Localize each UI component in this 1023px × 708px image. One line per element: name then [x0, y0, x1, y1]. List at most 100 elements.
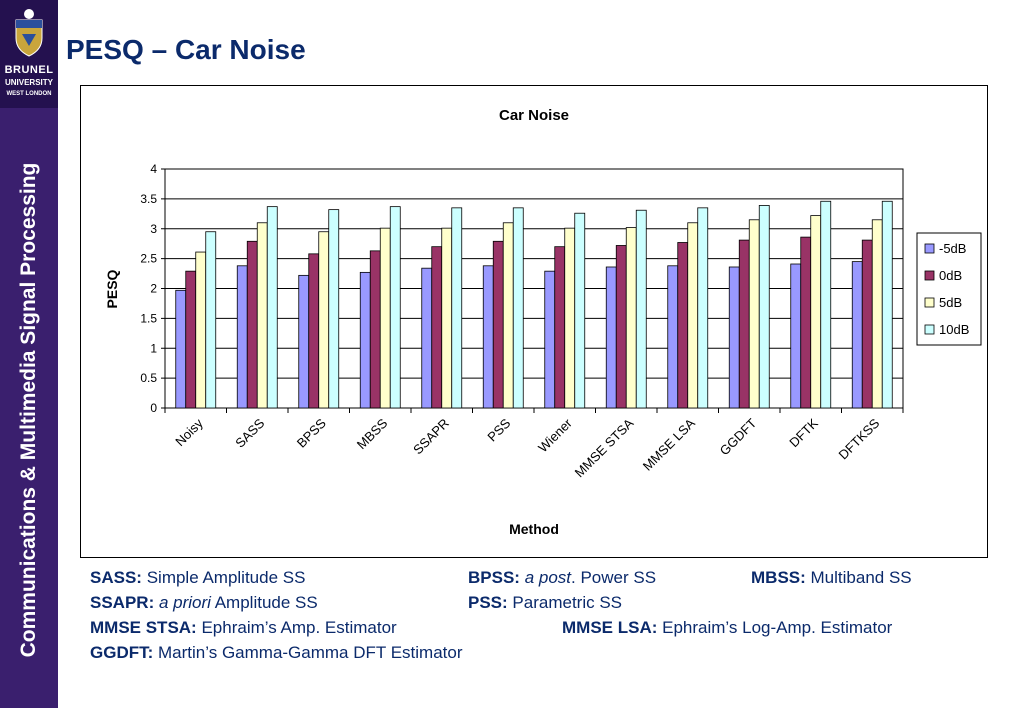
notes-row-4: GGDFT: Martin’s Gamma-Gamma DFT Estimato… — [90, 643, 1010, 668]
note-bpss-key: BPSS: — [468, 568, 520, 587]
bar — [758, 205, 770, 409]
bar — [328, 209, 340, 409]
bar — [851, 261, 863, 409]
note-ssapr-italic: a priori — [158, 593, 211, 612]
note-mmse-stsa: MMSE STSA: Ephraim’s Amp. Estimator — [90, 618, 397, 638]
y-tick-label: 2.5 — [140, 252, 157, 266]
x-tick-label: DFTK — [786, 415, 821, 450]
bar — [431, 246, 443, 409]
bar — [195, 251, 207, 409]
note-ggdft-key: GGDFT: — [90, 643, 154, 662]
note-mbss: MBSS: Multiband SS — [751, 568, 912, 588]
legend-swatch — [924, 324, 935, 335]
x-tick-label: GGDFT — [717, 415, 760, 458]
notes-row-3: MMSE STSA: Ephraim’s Amp. Estimator MMSE… — [90, 618, 1010, 643]
bar — [256, 222, 268, 409]
legend-swatch — [924, 243, 935, 254]
y-tick-label: 0.5 — [140, 371, 157, 385]
legend-label: -5dB — [939, 241, 966, 256]
note-mmse-lsa: MMSE LSA: Ephraim’s Log-Amp. Estimator — [562, 618, 892, 638]
bar — [677, 242, 689, 409]
bar — [861, 239, 873, 409]
bar — [881, 200, 893, 409]
note-pss: PSS: Parametric SS — [468, 593, 622, 613]
legend-swatch — [924, 297, 935, 308]
note-sass-value: Simple Amplitude SS — [146, 568, 306, 587]
chart-title: Car Noise — [499, 107, 569, 124]
bar — [359, 271, 371, 409]
legend-swatch — [924, 270, 935, 281]
x-tick-label: Noisy — [172, 415, 206, 449]
note-mmse-lsa-value: Ephraim’s Log-Amp. Estimator — [662, 618, 893, 637]
bar — [748, 219, 760, 409]
x-tick-label: DFTKSS — [835, 415, 882, 462]
y-tick-label: 0 — [150, 401, 157, 415]
bar — [236, 265, 248, 409]
slide-title: PESQ – Car Noise — [66, 34, 306, 65]
bar — [389, 206, 401, 409]
bar-chart: 0 0.5 1 1.5 2 2.5 3 3.5 4 Noisy SASS BPSS MBSS SSAPR P… — [104, 107, 982, 537]
bar — [800, 236, 812, 409]
bar — [318, 231, 330, 409]
y-tick-label: 2 — [150, 282, 157, 296]
bar — [574, 212, 586, 409]
x-axis-label: Method — [509, 521, 559, 537]
bar — [697, 207, 709, 409]
logo-line-3: WEST LONDON — [6, 91, 52, 97]
y-tick-label: 3.5 — [140, 192, 157, 206]
bar — [605, 266, 617, 409]
x-tick-label: MMSE STSA — [572, 415, 637, 480]
note-mmse-stsa-value: Ephraim’s Amp. Estimator — [201, 618, 397, 637]
note-sass: SASS: Simple Amplitude SS — [90, 568, 305, 588]
bar — [820, 200, 832, 409]
bar — [738, 239, 750, 409]
university-logo: BRUNEL UNIVERSITY WEST LONDON — [0, 0, 58, 108]
bar — [451, 207, 463, 409]
bar — [369, 250, 381, 409]
x-tick-label: SSAPR — [410, 416, 452, 458]
bar — [544, 270, 556, 409]
logo-line-2: UNIVERSITY — [4, 78, 53, 87]
note-pss-value: Parametric SS — [512, 593, 623, 612]
bar — [441, 227, 453, 409]
crest-icon — [15, 9, 43, 57]
y-axis-label: PESQ — [104, 269, 120, 308]
x-tick-label: BPSS — [294, 415, 329, 450]
legend-label: 5dB — [939, 295, 962, 310]
y-tick-label: 4 — [150, 162, 157, 176]
note-bpss-italic: a post — [524, 568, 572, 587]
y-tick-label: 1 — [150, 341, 157, 355]
logo-line-1: BRUNEL — [4, 64, 54, 76]
legend-label: 0dB — [939, 268, 962, 283]
bar — [810, 215, 822, 409]
bar — [205, 231, 217, 409]
y-tick-label: 1.5 — [140, 311, 157, 325]
legend-label: 10dB — [939, 322, 969, 337]
bar — [492, 240, 504, 409]
x-tick-label: MMSE LSA — [640, 415, 698, 473]
note-bpss-value: . Power SS — [571, 568, 657, 587]
bar — [502, 222, 514, 409]
bar — [175, 289, 187, 409]
note-mmse-stsa-key: MMSE STSA: — [90, 618, 197, 637]
bar — [625, 227, 637, 409]
note-mbss-key: MBSS: — [751, 568, 806, 587]
bar — [554, 246, 566, 409]
sidebar: BRUNEL UNIVERSITY WEST LONDON Communicat… — [0, 0, 58, 708]
notes-row-1: SASS: Simple Amplitude SS BPSS: a post. … — [90, 568, 1010, 593]
y-tick-label: 3 — [150, 222, 157, 236]
abbreviation-notes: SASS: Simple Amplitude SS BPSS: a post. … — [90, 568, 1010, 668]
x-tick-label: PSS — [484, 415, 513, 444]
chart-frame: 0 0.5 1 1.5 2 2.5 3 3.5 4 Noisy SASS BPSS MBSS SSAPR P… — [80, 85, 988, 558]
bar — [564, 227, 576, 409]
x-tick-label: Wiener — [535, 415, 575, 455]
note-ggdft: GGDFT: Martin’s Gamma-Gamma DFT Estimato… — [90, 643, 463, 663]
x-tick-label: SASS — [232, 415, 267, 450]
bar — [482, 265, 494, 409]
bar — [512, 207, 524, 409]
bar — [615, 245, 627, 409]
bar — [421, 267, 433, 409]
note-bpss: BPSS: a post. Power SS — [468, 568, 656, 588]
bar — [246, 240, 258, 409]
bar — [728, 266, 740, 409]
